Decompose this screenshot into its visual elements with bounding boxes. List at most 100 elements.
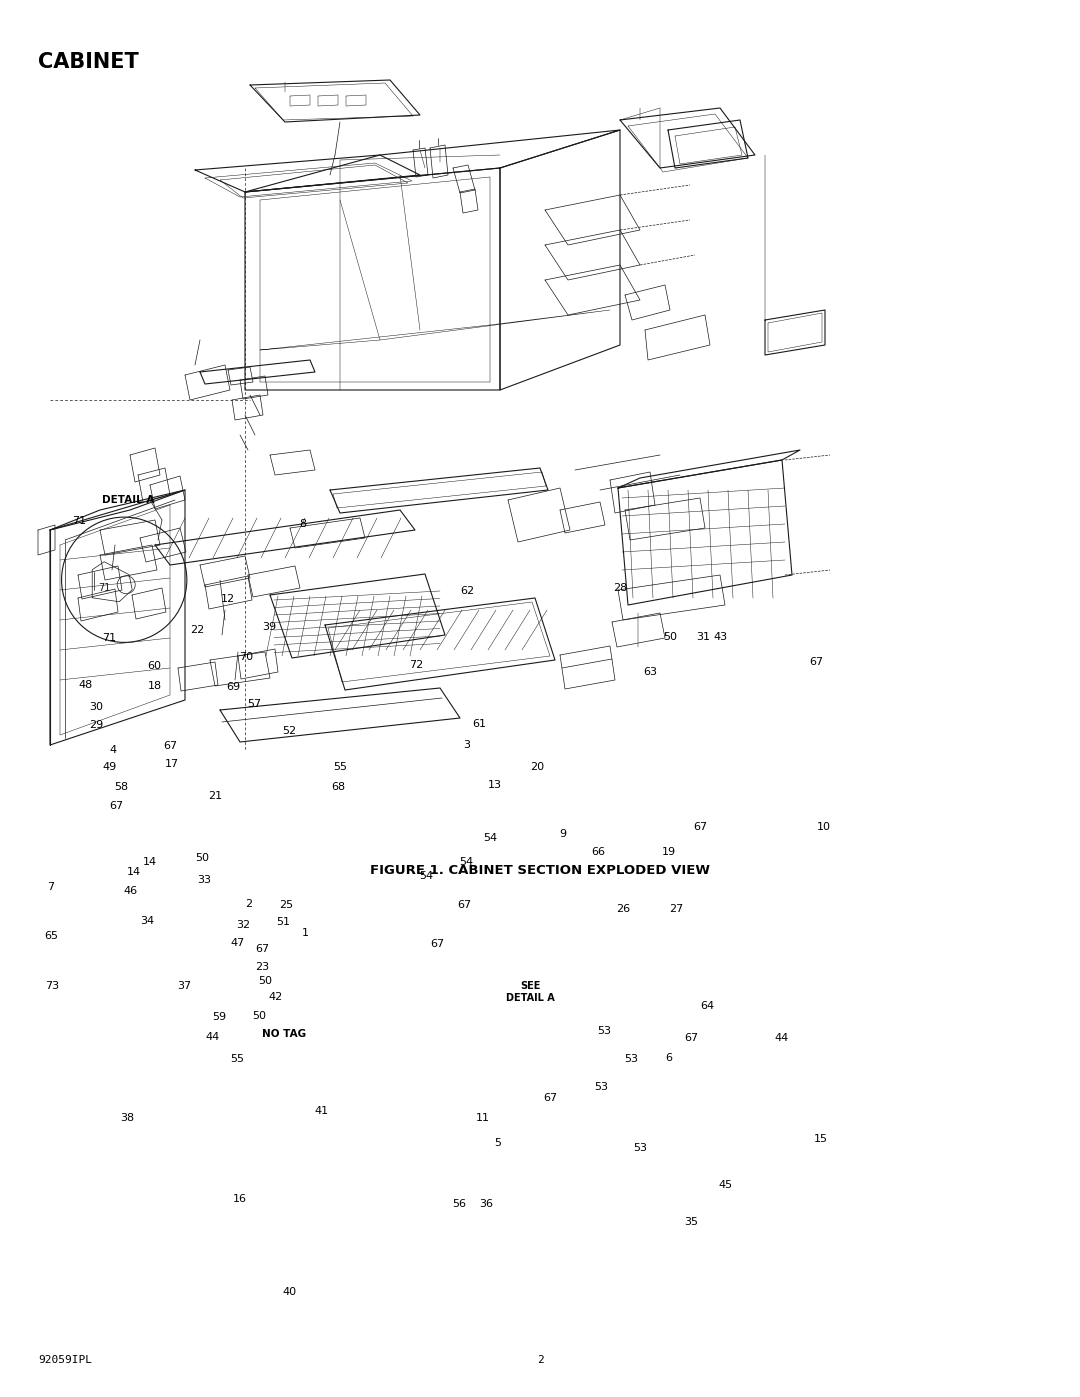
Text: 12: 12 bbox=[220, 594, 235, 605]
Text: 33: 33 bbox=[198, 875, 211, 886]
Text: 44: 44 bbox=[205, 1031, 220, 1042]
Text: FIGURE 1. CABINET SECTION EXPLODED VIEW: FIGURE 1. CABINET SECTION EXPLODED VIEW bbox=[370, 863, 710, 876]
Text: 92059IPL: 92059IPL bbox=[38, 1355, 92, 1365]
Text: 53: 53 bbox=[595, 1081, 608, 1092]
Text: 52: 52 bbox=[282, 725, 297, 736]
Text: 21: 21 bbox=[207, 791, 222, 802]
Text: DETAIL A: DETAIL A bbox=[103, 495, 154, 506]
Text: 71: 71 bbox=[71, 515, 86, 527]
Text: 2: 2 bbox=[537, 1355, 543, 1365]
Text: 50: 50 bbox=[253, 1010, 266, 1021]
Text: 30: 30 bbox=[90, 701, 103, 712]
Text: 6: 6 bbox=[665, 1052, 672, 1063]
Text: 61: 61 bbox=[473, 718, 486, 729]
Text: 53: 53 bbox=[624, 1053, 637, 1065]
Text: 67: 67 bbox=[809, 657, 824, 668]
Text: 47: 47 bbox=[230, 937, 245, 949]
Text: 50: 50 bbox=[259, 975, 272, 986]
Text: 56: 56 bbox=[453, 1199, 465, 1210]
Text: 57: 57 bbox=[246, 698, 261, 710]
Text: 64: 64 bbox=[700, 1000, 715, 1011]
Text: 15: 15 bbox=[814, 1133, 827, 1144]
Text: 18: 18 bbox=[147, 680, 162, 692]
Text: 67: 67 bbox=[692, 821, 707, 833]
Text: 53: 53 bbox=[597, 1025, 610, 1037]
Text: 58: 58 bbox=[113, 781, 129, 792]
Text: 22: 22 bbox=[190, 624, 205, 636]
Text: 67: 67 bbox=[457, 900, 472, 911]
Text: 51: 51 bbox=[276, 916, 289, 928]
Text: 41: 41 bbox=[314, 1105, 329, 1116]
Text: 3: 3 bbox=[463, 739, 470, 750]
Text: 7: 7 bbox=[48, 882, 54, 893]
Text: 66: 66 bbox=[592, 847, 605, 858]
Text: CABINET: CABINET bbox=[38, 52, 138, 73]
Text: 36: 36 bbox=[480, 1199, 492, 1210]
Text: 42: 42 bbox=[268, 992, 283, 1003]
Text: 54: 54 bbox=[483, 833, 498, 844]
Text: 2: 2 bbox=[245, 898, 252, 909]
Text: 59: 59 bbox=[212, 1011, 227, 1023]
Text: 16: 16 bbox=[233, 1193, 246, 1204]
Text: 34: 34 bbox=[139, 915, 154, 926]
Text: 73: 73 bbox=[44, 981, 59, 992]
Text: NO TAG: NO TAG bbox=[262, 1028, 306, 1039]
Text: 67: 67 bbox=[430, 939, 445, 950]
Text: 71: 71 bbox=[98, 583, 110, 592]
Text: 5: 5 bbox=[495, 1137, 501, 1148]
Text: 39: 39 bbox=[261, 622, 276, 633]
Text: 20: 20 bbox=[529, 761, 544, 773]
Text: 67: 67 bbox=[163, 740, 178, 752]
Text: 67: 67 bbox=[255, 943, 270, 954]
Text: 70: 70 bbox=[239, 651, 254, 662]
Text: 27: 27 bbox=[669, 904, 684, 915]
Text: 26: 26 bbox=[616, 904, 631, 915]
Text: 65: 65 bbox=[44, 930, 57, 942]
Text: 43: 43 bbox=[713, 631, 728, 643]
Text: 17: 17 bbox=[164, 759, 179, 770]
Text: 48: 48 bbox=[78, 679, 93, 690]
Text: 38: 38 bbox=[120, 1112, 135, 1123]
Text: 9: 9 bbox=[559, 828, 566, 840]
Text: 67: 67 bbox=[109, 800, 124, 812]
Text: 19: 19 bbox=[661, 847, 676, 858]
Text: 53: 53 bbox=[634, 1143, 647, 1154]
Text: 55: 55 bbox=[334, 761, 347, 773]
Text: 8: 8 bbox=[299, 518, 306, 529]
Text: 55: 55 bbox=[231, 1053, 244, 1065]
Text: 54: 54 bbox=[459, 856, 474, 868]
Text: 10: 10 bbox=[818, 821, 831, 833]
Text: 63: 63 bbox=[644, 666, 657, 678]
Text: 37: 37 bbox=[177, 981, 192, 992]
Text: SEE
DETAIL A: SEE DETAIL A bbox=[505, 981, 555, 1003]
Text: 54: 54 bbox=[419, 870, 434, 882]
Text: 49: 49 bbox=[102, 761, 117, 773]
Text: 72: 72 bbox=[408, 659, 423, 671]
Text: 68: 68 bbox=[330, 781, 346, 792]
Text: 28: 28 bbox=[612, 583, 627, 594]
Text: 69: 69 bbox=[226, 682, 241, 693]
Text: 11: 11 bbox=[476, 1112, 489, 1123]
Text: 67: 67 bbox=[543, 1092, 558, 1104]
Text: 50: 50 bbox=[195, 852, 208, 863]
Text: 71: 71 bbox=[102, 633, 117, 644]
Text: 45: 45 bbox=[718, 1179, 733, 1190]
Text: 25: 25 bbox=[279, 900, 294, 911]
Text: 46: 46 bbox=[123, 886, 138, 897]
Text: 31: 31 bbox=[697, 631, 710, 643]
Text: 14: 14 bbox=[126, 866, 141, 877]
Text: 62: 62 bbox=[460, 585, 475, 597]
Text: 44: 44 bbox=[774, 1032, 789, 1044]
Text: 4: 4 bbox=[110, 745, 117, 756]
Text: 14: 14 bbox=[143, 856, 158, 868]
Text: 32: 32 bbox=[235, 919, 251, 930]
Text: 1: 1 bbox=[302, 928, 309, 939]
Text: 40: 40 bbox=[282, 1287, 297, 1298]
Text: 50: 50 bbox=[664, 631, 677, 643]
Text: 60: 60 bbox=[148, 661, 161, 672]
Text: 67: 67 bbox=[684, 1032, 699, 1044]
Text: 29: 29 bbox=[89, 719, 104, 731]
Text: 35: 35 bbox=[685, 1217, 698, 1228]
Text: 23: 23 bbox=[255, 961, 270, 972]
Text: 13: 13 bbox=[488, 780, 501, 791]
